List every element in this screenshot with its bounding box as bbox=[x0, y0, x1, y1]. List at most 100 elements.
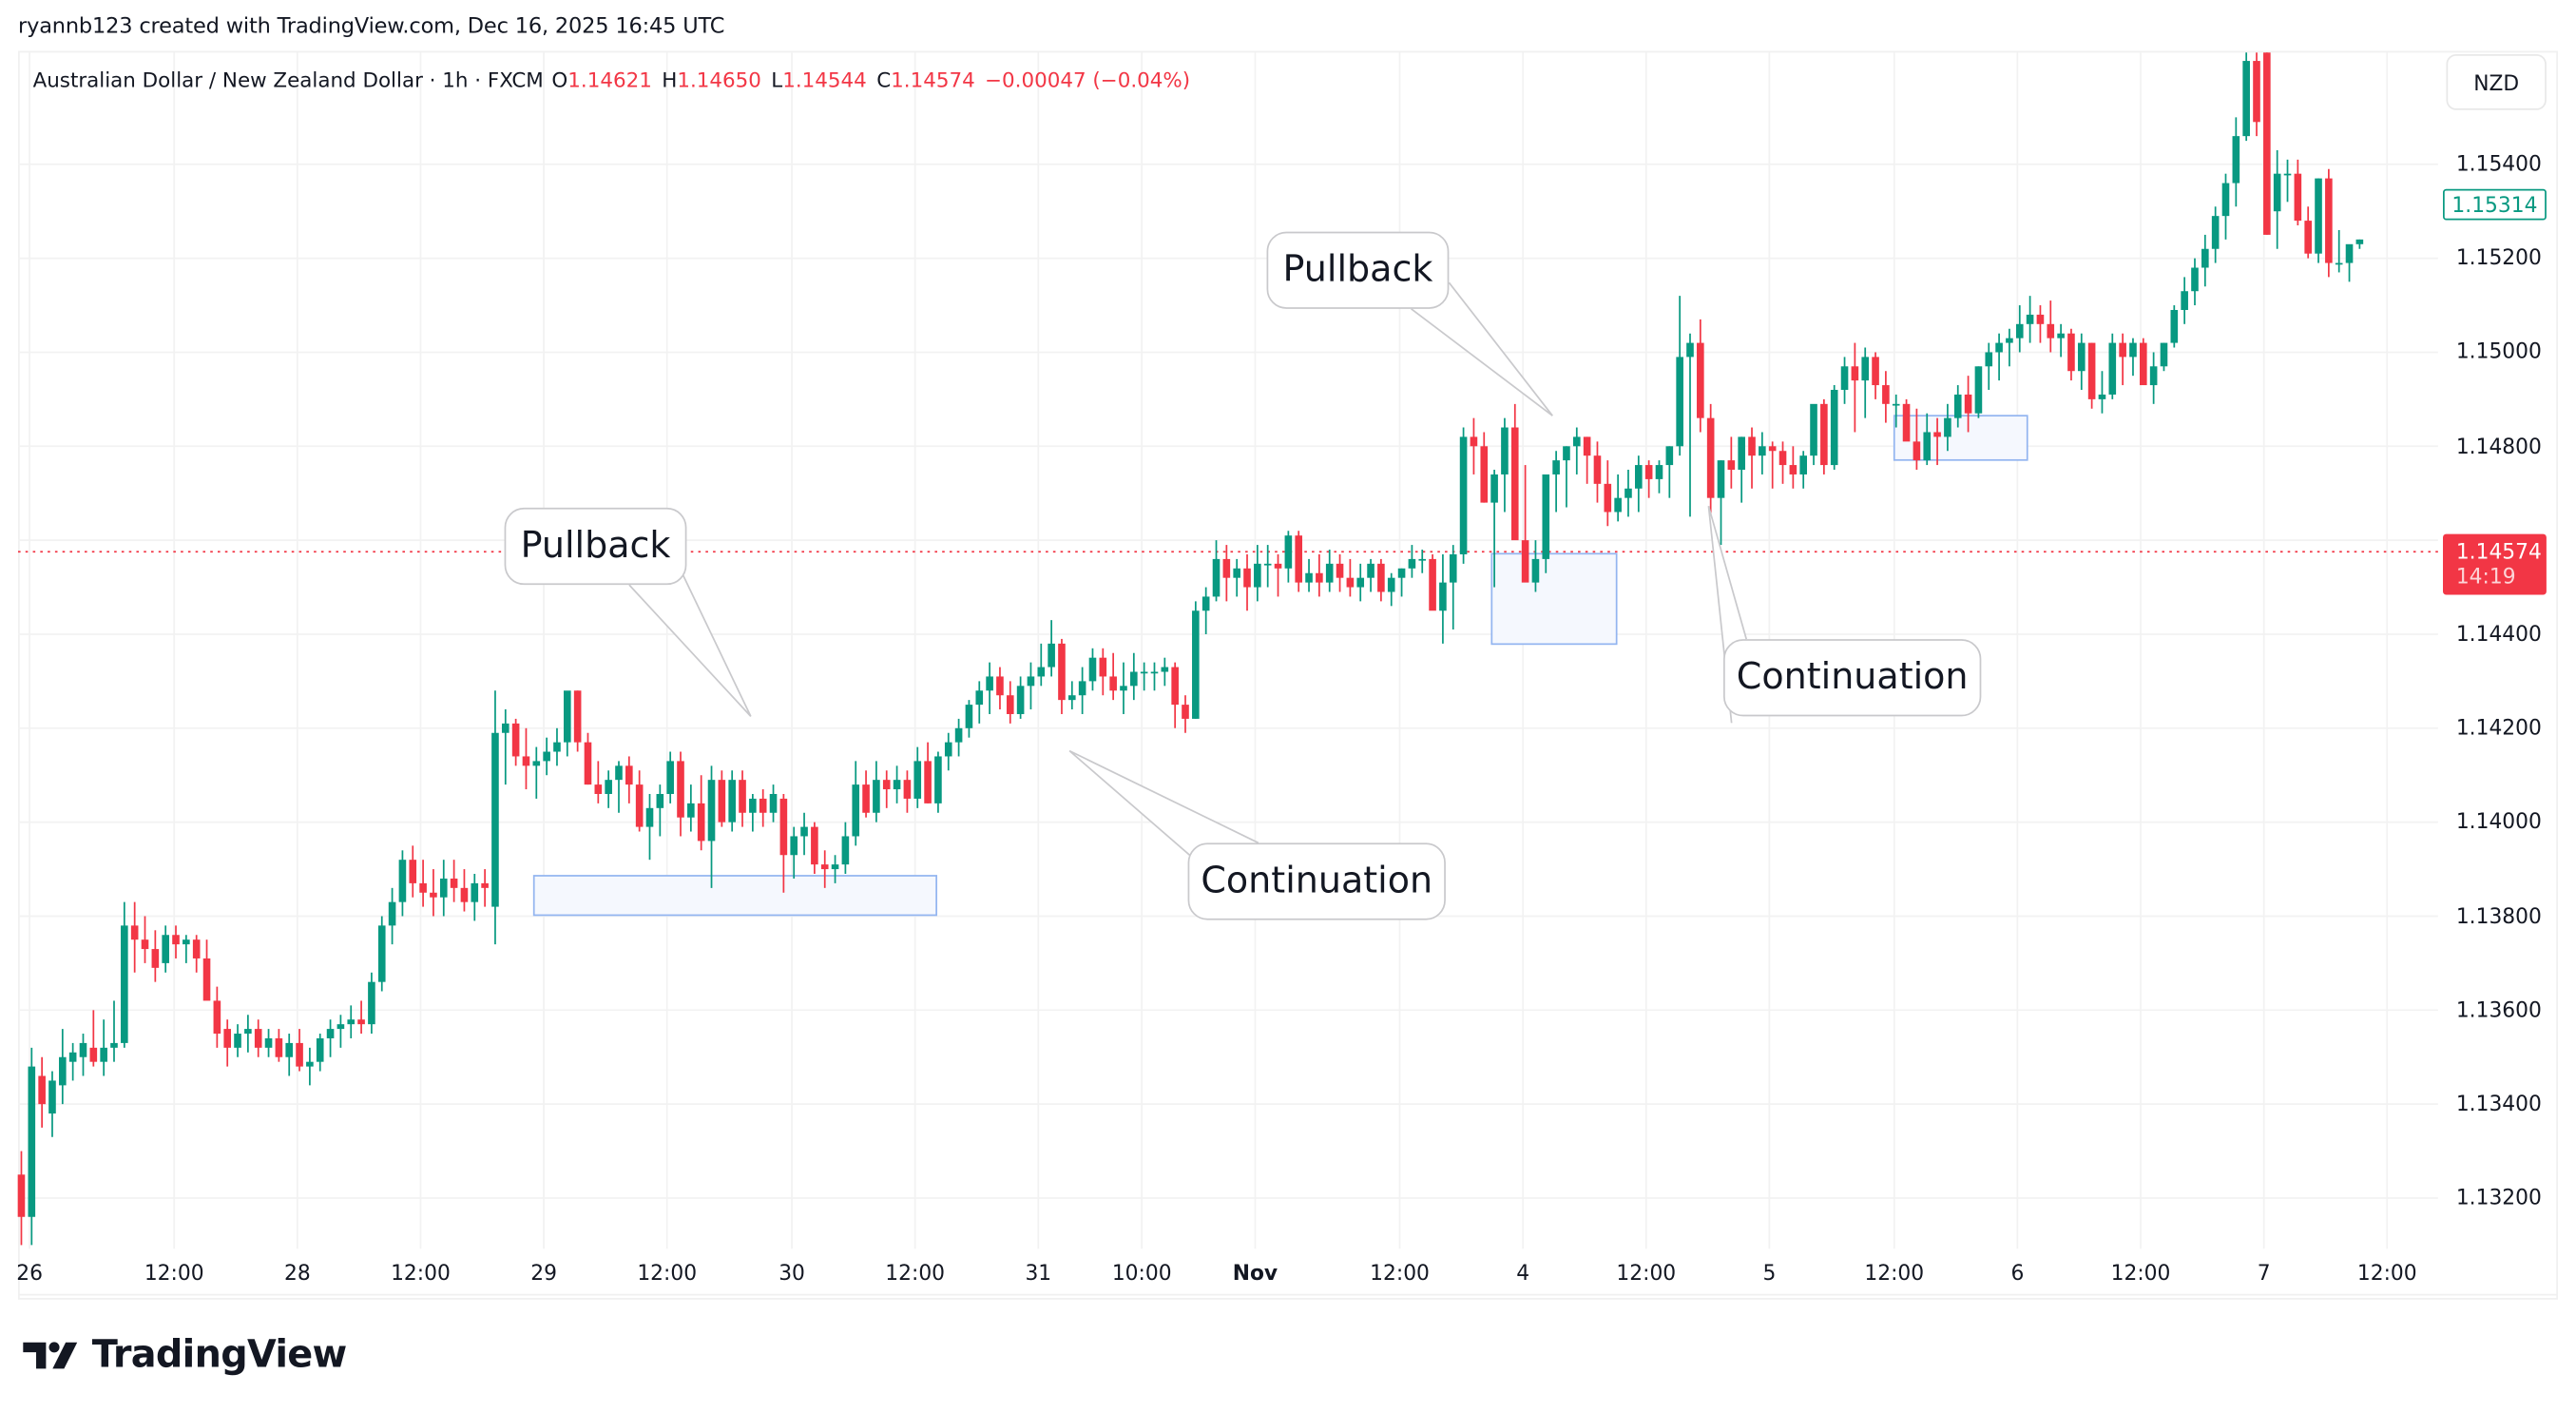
candle-body bbox=[2047, 323, 2055, 339]
time-axis-label: 31 bbox=[1025, 1260, 1052, 1286]
callout-pullback[interactable]: Pullback bbox=[504, 507, 687, 586]
candle-body bbox=[1851, 366, 1859, 381]
price-axis-label: 1.14000 bbox=[2455, 808, 2542, 834]
candle-body bbox=[68, 1052, 77, 1062]
callout-continuation[interactable]: Continuation bbox=[1187, 842, 1446, 920]
candle-body bbox=[162, 935, 169, 963]
tradingview-logo[interactable]: TradingView bbox=[23, 1334, 347, 1377]
candle-body bbox=[893, 780, 901, 790]
candle-body bbox=[1367, 563, 1375, 578]
candle-body bbox=[377, 925, 386, 982]
open-value: 1.14621 bbox=[567, 67, 652, 92]
callout-continuation[interactable]: Continuation bbox=[1723, 639, 1982, 717]
candle-body bbox=[759, 798, 767, 813]
candle-body bbox=[2149, 366, 2158, 386]
time-axis-label: 30 bbox=[779, 1260, 805, 1286]
candle-body bbox=[192, 939, 201, 958]
callout-pullback[interactable]: Pullback bbox=[1266, 231, 1450, 309]
high-value: 1.14650 bbox=[677, 67, 761, 92]
zone-rectangle[interactable] bbox=[1490, 552, 1618, 646]
candle-body bbox=[1120, 686, 1127, 691]
candle-body bbox=[409, 860, 417, 883]
candle-body bbox=[1789, 465, 1797, 474]
candle-body bbox=[511, 723, 520, 757]
candle-body bbox=[1953, 394, 1962, 418]
candle-body bbox=[28, 1066, 36, 1217]
candle-body bbox=[471, 882, 479, 902]
candle-body bbox=[1563, 446, 1570, 461]
candle-body bbox=[1655, 465, 1663, 479]
candle-body bbox=[121, 925, 128, 1043]
time-axis-label: 4 bbox=[1516, 1260, 1530, 1286]
candle-body bbox=[316, 1037, 324, 1062]
candle-body bbox=[522, 756, 530, 766]
candle-body bbox=[1964, 394, 1972, 414]
candle-body bbox=[1604, 483, 1612, 513]
candle-body bbox=[553, 742, 561, 752]
time-axis-label: 12:00 bbox=[885, 1260, 946, 1286]
candle-body bbox=[1521, 540, 1529, 583]
callout-text: Continuation bbox=[1736, 657, 1969, 699]
candle-body bbox=[481, 882, 489, 888]
candle-body bbox=[1665, 446, 1674, 466]
candle-body bbox=[234, 1034, 241, 1048]
candle-body bbox=[1006, 695, 1014, 714]
candle-body bbox=[2181, 291, 2188, 310]
time-axis-label: 12:00 bbox=[1616, 1260, 1677, 1286]
candle-body bbox=[656, 793, 664, 808]
candlestick-series bbox=[17, 52, 2364, 1246]
candle-body bbox=[913, 761, 922, 799]
price-axis-label: 1.13400 bbox=[2455, 1091, 2542, 1116]
time-axis-label: 29 bbox=[530, 1260, 557, 1286]
candle-body bbox=[2315, 178, 2322, 254]
candle-body bbox=[347, 1019, 356, 1025]
candle-body bbox=[2294, 173, 2302, 222]
close-label: C bbox=[876, 67, 892, 92]
candle-body bbox=[1140, 671, 1148, 674]
zone-rectangle[interactable] bbox=[532, 875, 938, 917]
low-value: 1.14544 bbox=[782, 67, 867, 92]
current-price-value: 1.14574 bbox=[2455, 538, 2542, 564]
candle-body bbox=[264, 1037, 273, 1048]
candle-body bbox=[213, 1000, 221, 1035]
candle-body bbox=[2026, 314, 2034, 324]
candle-body bbox=[1325, 563, 1334, 583]
candle-body bbox=[1387, 577, 1395, 592]
candle-body bbox=[2160, 342, 2168, 367]
candle-body bbox=[2345, 243, 2354, 263]
candle-body bbox=[1048, 643, 1055, 668]
candle-body bbox=[1490, 474, 1498, 503]
candle-body bbox=[605, 780, 612, 794]
credit-line: ryannb123 created with TradingView.com, … bbox=[18, 14, 725, 40]
callout-text: Pullback bbox=[1282, 249, 1433, 291]
candle-body bbox=[1531, 558, 1540, 583]
candle-body bbox=[244, 1029, 252, 1035]
candle-body bbox=[110, 1042, 118, 1048]
callout-pointer bbox=[1068, 749, 1259, 870]
candle-body bbox=[739, 780, 746, 813]
symbol-title[interactable]: Australian Dollar / New Zealand Dollar ·… bbox=[32, 67, 544, 92]
candle-body bbox=[615, 765, 623, 781]
candle-body bbox=[532, 761, 541, 766]
candle-body bbox=[1759, 446, 1766, 456]
candle-body bbox=[707, 780, 716, 842]
candle-body bbox=[2191, 267, 2199, 292]
currency-button[interactable]: NZD bbox=[2446, 54, 2547, 110]
candle-body bbox=[1243, 568, 1251, 588]
candle-body bbox=[635, 784, 644, 827]
tradingview-logo-text: TradingView bbox=[91, 1334, 347, 1377]
candle-body bbox=[1778, 451, 1787, 466]
candle-body bbox=[1295, 535, 1303, 583]
candle-body bbox=[1016, 686, 1025, 714]
candle-body bbox=[873, 780, 880, 813]
candle-body bbox=[1840, 366, 1849, 390]
candle-body bbox=[79, 1042, 87, 1057]
candle-body bbox=[1676, 357, 1683, 447]
candle-body bbox=[89, 1047, 98, 1062]
candle-body bbox=[388, 901, 396, 926]
candle-body bbox=[2263, 52, 2271, 235]
candle-body bbox=[336, 1024, 345, 1030]
candle-body bbox=[1542, 474, 1550, 559]
